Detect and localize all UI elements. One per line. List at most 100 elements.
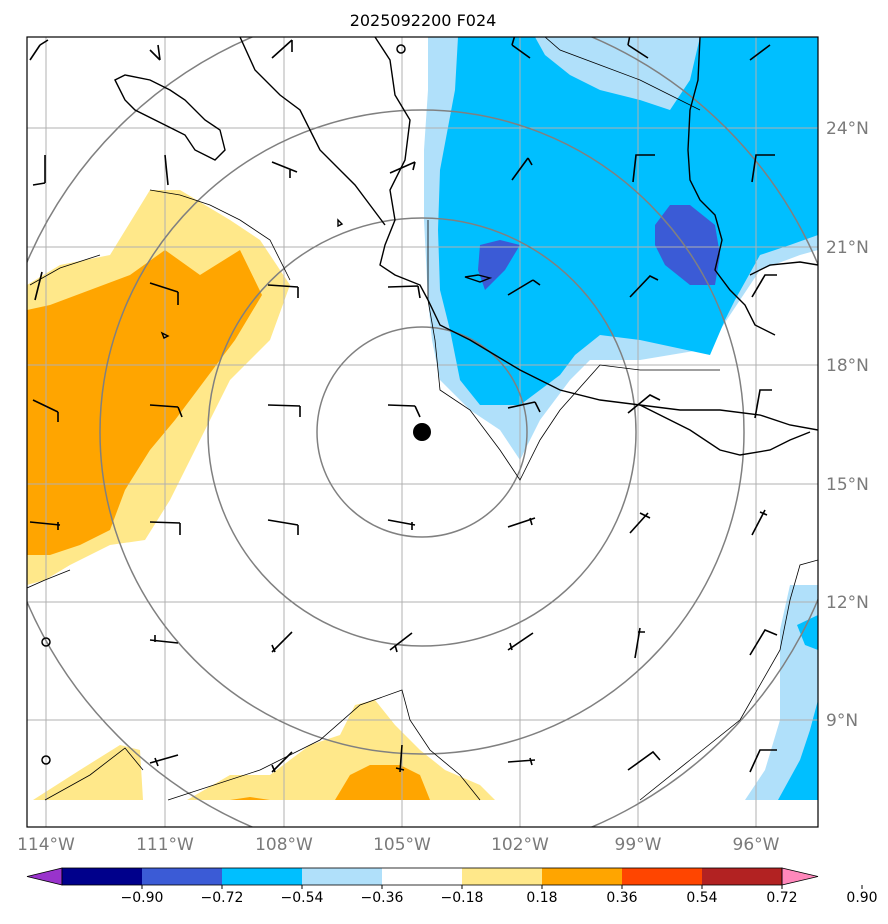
wind-barb — [32, 155, 46, 186]
wind-barb — [387, 519, 416, 530]
lon-label: 96°W — [733, 835, 780, 855]
gulf-coast — [687, 37, 776, 336]
map-title: 2025092200 F024 — [350, 11, 497, 30]
colorbar-label: −0.18 — [441, 890, 484, 906]
lat-label: 21°N — [826, 238, 869, 258]
wind-barb — [149, 521, 181, 535]
border-8 — [27, 569, 71, 589]
border-2 — [427, 220, 720, 481]
colorbar-label: −0.72 — [201, 890, 244, 906]
shading-layer — [27, 37, 818, 800]
baja-coast — [239, 37, 386, 226]
wind-barb — [149, 635, 179, 644]
calm-circle — [41, 755, 51, 765]
map-panel — [27, 37, 818, 827]
wind-barb — [267, 404, 301, 417]
colorbar-extend-low — [26, 867, 63, 886]
wind-barb — [395, 744, 405, 773]
wind-barb — [149, 282, 179, 305]
wind-barb — [387, 285, 421, 299]
wind-barb — [751, 509, 768, 536]
calm-circle — [41, 637, 51, 647]
blue-region-se-2 — [797, 615, 818, 650]
wind-barb — [629, 275, 659, 298]
light-yellow-region-south — [187, 700, 495, 800]
colorbar-segment — [622, 868, 703, 885]
wind-barb — [507, 632, 534, 651]
border-4 — [639, 559, 818, 801]
wind-barb — [29, 39, 49, 61]
range-ring-3 — [99, 109, 745, 755]
colorbar-segment — [62, 868, 143, 885]
wind-barb — [267, 519, 299, 535]
wind-barb — [511, 37, 531, 59]
range-rings — [27, 37, 818, 827]
colorbar-label: 0.72 — [766, 890, 797, 906]
colorbar-segment — [702, 868, 783, 885]
border-1 — [149, 189, 291, 281]
orange-region-south — [230, 765, 430, 800]
border-5 — [167, 689, 481, 801]
wind-barb — [271, 751, 293, 773]
lon-label: 111°W — [136, 835, 194, 855]
wind-barb — [749, 44, 771, 61]
map-frame — [26, 36, 819, 828]
wind-barb — [389, 161, 416, 174]
colorbar-label: −0.90 — [121, 890, 164, 906]
yucatan-coast — [749, 261, 818, 276]
lon-label: 105°W — [373, 835, 431, 855]
wind-barb — [149, 44, 161, 61]
lon-label: 108°W — [255, 835, 313, 855]
colorbar-segment — [462, 868, 543, 885]
lat-label: 12°N — [826, 593, 869, 613]
wind-barb — [389, 632, 413, 653]
orange-region-west — [27, 250, 262, 555]
island-socorro — [160, 331, 170, 339]
wind-barb — [271, 631, 293, 653]
colorbar-segment — [302, 868, 383, 885]
wind-barb — [149, 754, 179, 767]
wind-barbs — [29, 37, 778, 773]
borders — [27, 37, 818, 801]
dark-blue-region — [655, 205, 720, 285]
colorbar-segment — [542, 868, 623, 885]
lat-label: 9°N — [826, 711, 858, 731]
wind-barb — [749, 628, 778, 656]
colorbar-extend-high — [781, 867, 819, 886]
blue-region-se — [778, 700, 818, 800]
island-3 — [464, 274, 493, 283]
wind-barb — [32, 399, 59, 422]
calm-markers — [41, 44, 406, 765]
colorbar-label: 0.54 — [686, 890, 717, 906]
wind-barb — [627, 394, 661, 414]
wind-barb — [164, 154, 169, 186]
lon-label: 99°W — [615, 835, 662, 855]
wind-barb — [29, 521, 61, 530]
wind-barb — [629, 512, 651, 534]
colorbar-label: 0.36 — [606, 890, 637, 906]
wind-barb — [271, 161, 298, 178]
colorbar-label: −0.54 — [281, 890, 324, 906]
colorbar-segment — [382, 868, 463, 885]
colorbar-segment — [142, 868, 223, 885]
coastlines — [114, 37, 818, 456]
lat-label: 24°N — [826, 119, 869, 139]
calm-circle — [396, 44, 406, 54]
wind-barb — [149, 404, 183, 418]
wind-barb — [271, 39, 293, 59]
wind-barb — [511, 157, 533, 181]
light-yellow-region-sw — [33, 745, 143, 800]
colorbar-frame — [61, 867, 783, 886]
colorbar: −0.90 −0.72 −0.54 −0.36 −0.18 0.18 0.36 0.54 0.7… — [26, 867, 878, 906]
gridlines — [27, 37, 818, 827]
wind-barb — [507, 401, 541, 413]
island-2 — [337, 218, 344, 228]
wind-barb — [507, 517, 536, 528]
lon-label: 102°W — [491, 835, 549, 855]
storm-center-marker — [413, 423, 431, 441]
wind-barb — [267, 284, 299, 298]
colorbar-segment — [222, 868, 303, 885]
wind-barb — [34, 271, 43, 301]
border-3 — [544, 37, 701, 111]
baja-west-coast — [114, 74, 226, 161]
